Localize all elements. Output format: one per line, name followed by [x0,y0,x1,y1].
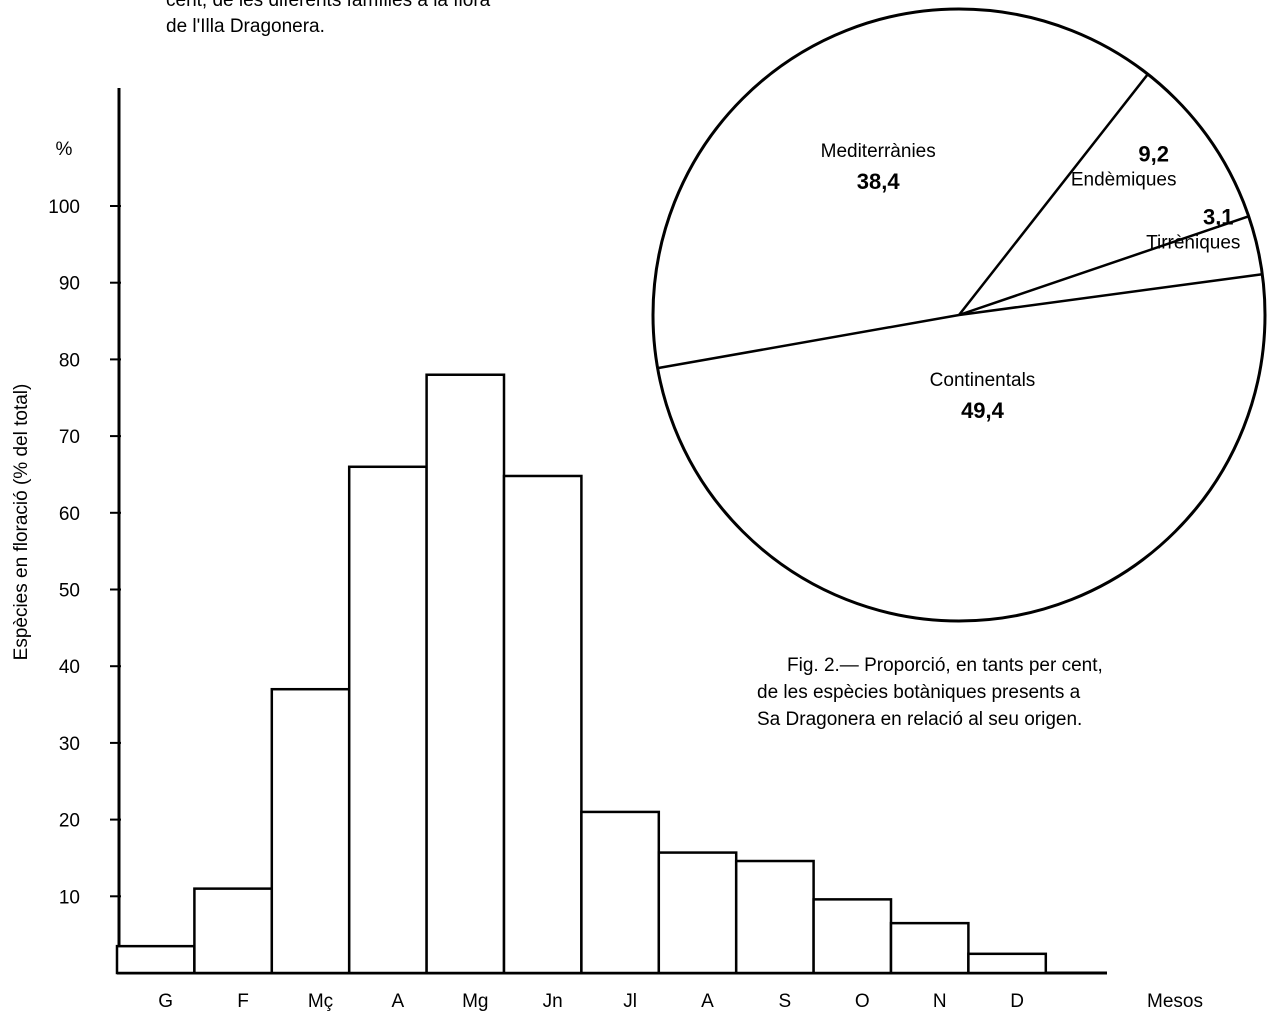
pie-slice-boundary [958,73,1149,316]
x-category-label: S [779,991,792,1011]
bar [270,687,351,975]
y-axis-label: Espècies en floració (% del total) [11,384,32,661]
pie-slice-boundary [958,215,1250,317]
pie-slice-label: 3,1 Tirrèniques [1146,205,1240,254]
pie-slice-boundary [657,313,960,370]
x-category-label: G [158,991,173,1011]
bar [193,887,274,975]
x-category-label: O [855,991,870,1011]
x-category-label: A [392,991,405,1011]
pie-value-label: 49,4 [961,398,1005,423]
pie-value-label: 38,4 [857,169,901,194]
x-category-label: Jn [543,991,563,1011]
y-tick-label: 40 [59,657,80,678]
y-tick-label: 10 [59,887,80,908]
x-category-label: A [701,991,714,1011]
y-tick-label: 90 [59,274,80,295]
bar [657,851,738,975]
y-axis-unit: % [56,139,73,160]
x-category-label: Jl [623,991,637,1011]
x-category-label: F [237,991,249,1011]
bar [115,944,196,975]
pie-category-label: Mediterrànies [821,141,936,162]
pie-slice-label: Continentals 49,4 [930,370,1036,423]
pie-slice-label: Mediterrànies 38,4 [821,141,936,194]
top-caption: cent, de les diferents famílies a la flo… [166,0,576,40]
pie-category-label: Tirrèniques [1146,233,1240,254]
y-tick-label: 30 [59,734,80,755]
bar [347,465,428,975]
origin-pie-chart: Mediterrànies 38,4 9,2 Endèmiques 3,1 Tirrèni… [651,7,1267,623]
fig2-caption: Fig. 2.— Proporció, en tants per cent, d… [757,652,1177,733]
y-tick-label: 50 [59,581,80,602]
x-category-label: N [933,991,947,1011]
y-tick-label: 20 [59,811,80,832]
x-category-label: D [1010,991,1024,1011]
pie-slice-boundary [958,272,1263,317]
fig2-caption-line: Fig. 2.— Proporció, en tants per cent, [787,655,1103,676]
y-tick-label: 100 [48,197,80,218]
pie-value-label: 9,2 [1138,142,1169,167]
top-caption-line: cent, de les diferents famílies a la flo… [166,0,491,11]
bar [580,810,661,975]
x-axis-label: Mesos [1147,991,1203,1011]
bar [734,859,815,975]
top-caption-line: de l'Illa Dragonera. [166,16,325,37]
pie-category-label: Endèmiques [1071,170,1177,191]
pie-value-label: 3,1 [1203,205,1234,230]
y-tick-label: 60 [59,504,80,525]
x-category-label: Mç [308,991,333,1011]
pie-slice-label: 9,2 Endèmiques [1071,142,1177,191]
bar [967,952,1048,975]
x-category-label: Mg [462,991,488,1011]
bar [425,373,506,975]
bar [812,898,893,975]
bar [889,921,970,975]
fig2-caption-line: Sa Dragonera en relació al seu origen. [757,709,1083,730]
y-tick-label: 80 [59,350,80,371]
y-tick-label: 70 [59,427,80,448]
fig2-caption-line: de les espècies botàniques presents a [757,682,1081,703]
bar [502,474,583,975]
pie-category-label: Continentals [930,370,1036,391]
